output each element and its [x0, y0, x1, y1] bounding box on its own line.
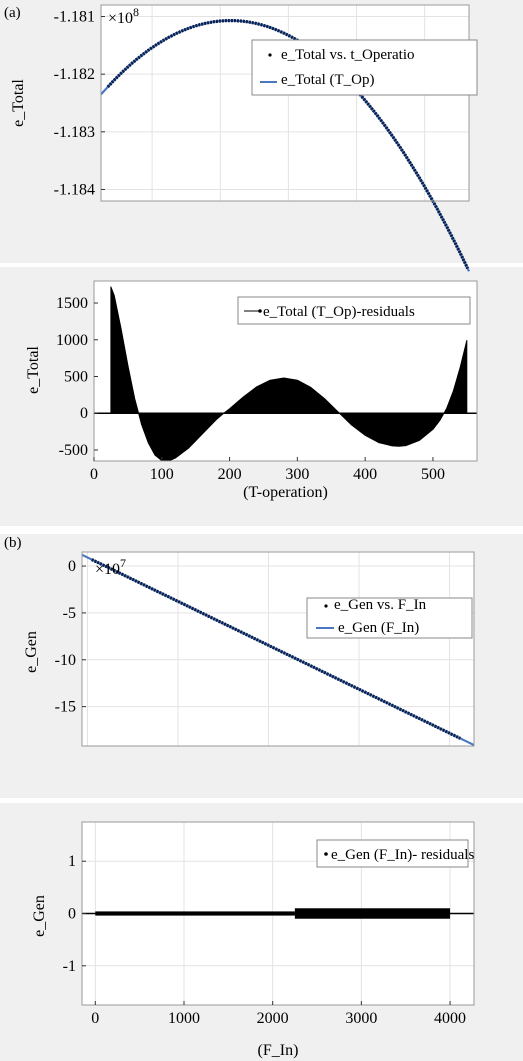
plot-background — [101, 5, 469, 201]
y-tick-label: -1.181 — [54, 9, 95, 26]
panel-label-b: (b) — [4, 535, 22, 551]
y-tick-label: 0 — [68, 906, 76, 923]
legend-marker-points — [324, 604, 328, 608]
y-tick-label: 1000 — [56, 332, 88, 349]
residual-band — [95, 911, 295, 916]
chart-a-fit: -1.181 -1.182 -1.183 -1.184 e_Total ×108 e_Tot… — [10, 4, 478, 272]
chart-b-residuals: 1 0 -1 0 1000 2000 3000 4000 e_Gen (F_In) e_Gen (F… — [31, 821, 475, 1059]
y-tick-label: 1 — [68, 853, 76, 870]
x-axis-label: (F_In) — [258, 1042, 299, 1059]
y-tick-label: -1 — [63, 958, 76, 975]
legend-box — [237, 296, 471, 325]
panel-label-a: (a) — [4, 5, 21, 21]
x-tick-label: 400 — [353, 466, 377, 483]
plot-frame — [81, 551, 475, 747]
legend-box — [306, 597, 473, 639]
exponent-label: ×107 — [95, 556, 126, 578]
y-tick-label: -1.182 — [54, 66, 95, 83]
y-tick-label: 1500 — [56, 295, 88, 312]
y-tick-label: 0 — [68, 558, 76, 575]
data-points — [91, 558, 461, 740]
y-axis-label: e_Gen — [23, 631, 40, 673]
legend-marker-point — [258, 309, 262, 313]
legend-box — [251, 39, 478, 96]
x-tick-label: 500 — [421, 466, 445, 483]
y-tick-label: -10 — [55, 652, 76, 669]
y-tick-label: -5 — [63, 605, 76, 622]
x-tick-label: 2000 — [257, 1010, 289, 1027]
y-tick-label: -15 — [55, 699, 76, 716]
x-tick-label: 100 — [150, 466, 174, 483]
x-tick-label: 200 — [218, 466, 242, 483]
plot-frame — [93, 280, 478, 462]
legend-box — [316, 839, 469, 868]
y-tick-label: -500 — [59, 442, 88, 459]
y-axis-label: e_Gen — [31, 895, 48, 937]
x-tick-label: 1000 — [168, 1010, 200, 1027]
legend-label: e_Total (T_Op)-residuals — [263, 304, 415, 320]
chart-b-fit: 0 -5 -10 -15 e_Gen ×107 e_Gen vs. F_In e_Gen (F… — [23, 551, 475, 747]
x-tick-label: 4000 — [434, 1010, 466, 1027]
y-axis-label: e_Total — [10, 79, 27, 127]
y-tick-label: 500 — [64, 369, 88, 386]
legend-label: e_Gen (F_In) — [338, 620, 419, 636]
y-tick-label: -1.184 — [54, 181, 95, 198]
residual-band — [294, 908, 451, 919]
legend-label: e_Total vs. t_Operatio — [281, 47, 415, 63]
legend-marker-points — [268, 53, 272, 57]
y-tick-label: -1.183 — [54, 124, 95, 141]
legend-label: e_Gen vs. F_In — [334, 597, 427, 613]
legend-label: e_Gen (F_In)- residuals — [331, 847, 474, 863]
x-tick-label: 0 — [90, 466, 98, 483]
x-axis-label: (T-operation) — [243, 484, 328, 501]
x-tick-label: 3000 — [345, 1010, 377, 1027]
x-tick-label: 0 — [91, 1010, 99, 1027]
x-tick-label: 300 — [285, 466, 309, 483]
plot-frame — [100, 4, 470, 202]
fit-curve — [100, 19, 470, 272]
exponent-label: ×108 — [108, 5, 139, 27]
residual-area — [110, 286, 468, 462]
y-axis-label: e_Total — [25, 346, 42, 394]
legend-label: e_Total (T_Op) — [281, 72, 375, 88]
y-tick-label: 0 — [80, 405, 88, 422]
legend-marker-point — [324, 852, 328, 856]
